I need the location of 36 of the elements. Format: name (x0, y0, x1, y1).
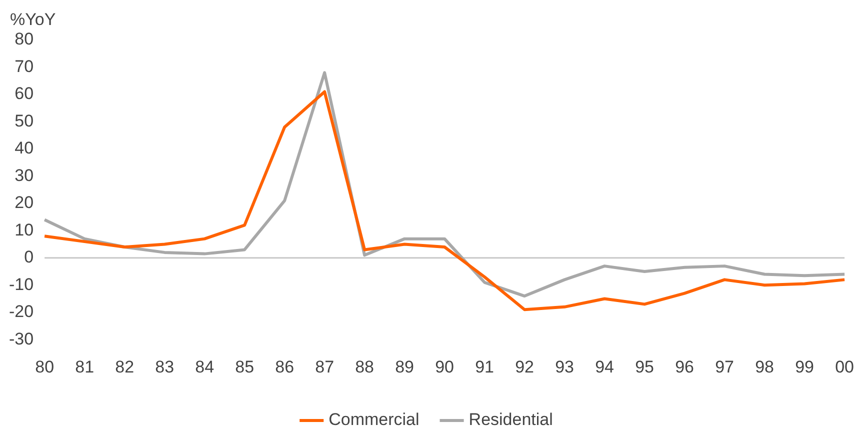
x-tick-label: 92 (515, 357, 534, 376)
y-tick-label: -20 (8, 302, 34, 322)
y-axis-title: %YoY (10, 10, 56, 30)
y-tick-label: 10 (14, 220, 34, 240)
x-tick-label: 88 (355, 357, 374, 376)
legend-label: Residential (468, 410, 553, 430)
y-tick-label: 20 (14, 193, 34, 212)
x-tick-label: 80 (35, 357, 54, 376)
x-tick-label: 90 (435, 357, 454, 376)
x-tick-label: 83 (155, 357, 174, 376)
x-tick-label: 91 (475, 357, 494, 376)
y-tick-label: 40 (14, 138, 34, 158)
y-tick-label: 80 (14, 30, 34, 49)
x-tick-label: 82 (115, 357, 134, 376)
x-tick-label: 87 (315, 357, 334, 376)
x-tick-label: 97 (715, 357, 734, 376)
x-tick-label: 86 (275, 357, 294, 376)
x-tick-label: 96 (675, 357, 694, 376)
x-tick-label: 81 (75, 357, 94, 376)
legend-label: Commercial (328, 410, 420, 430)
x-tick-label: 85 (235, 357, 254, 376)
y-tick-label: 0 (24, 248, 34, 267)
x-tick-label: 93 (555, 357, 574, 376)
y-tick-label: -30 (8, 329, 34, 348)
x-tick-label: 94 (595, 357, 614, 376)
y-tick-label: 50 (14, 111, 34, 130)
x-tick-label: 89 (395, 357, 414, 376)
x-tick-label: 00 (835, 357, 854, 376)
y-tick-label: 70 (14, 56, 34, 76)
y-tick-label: -10 (8, 274, 34, 294)
y-tick-label: 30 (14, 166, 34, 185)
x-tick-label: 84 (195, 357, 214, 376)
y-tick-label: 60 (14, 84, 34, 104)
x-tick-label: 95 (635, 357, 654, 376)
x-tick-label: 98 (755, 357, 774, 376)
x-tick-label: 99 (795, 357, 814, 376)
